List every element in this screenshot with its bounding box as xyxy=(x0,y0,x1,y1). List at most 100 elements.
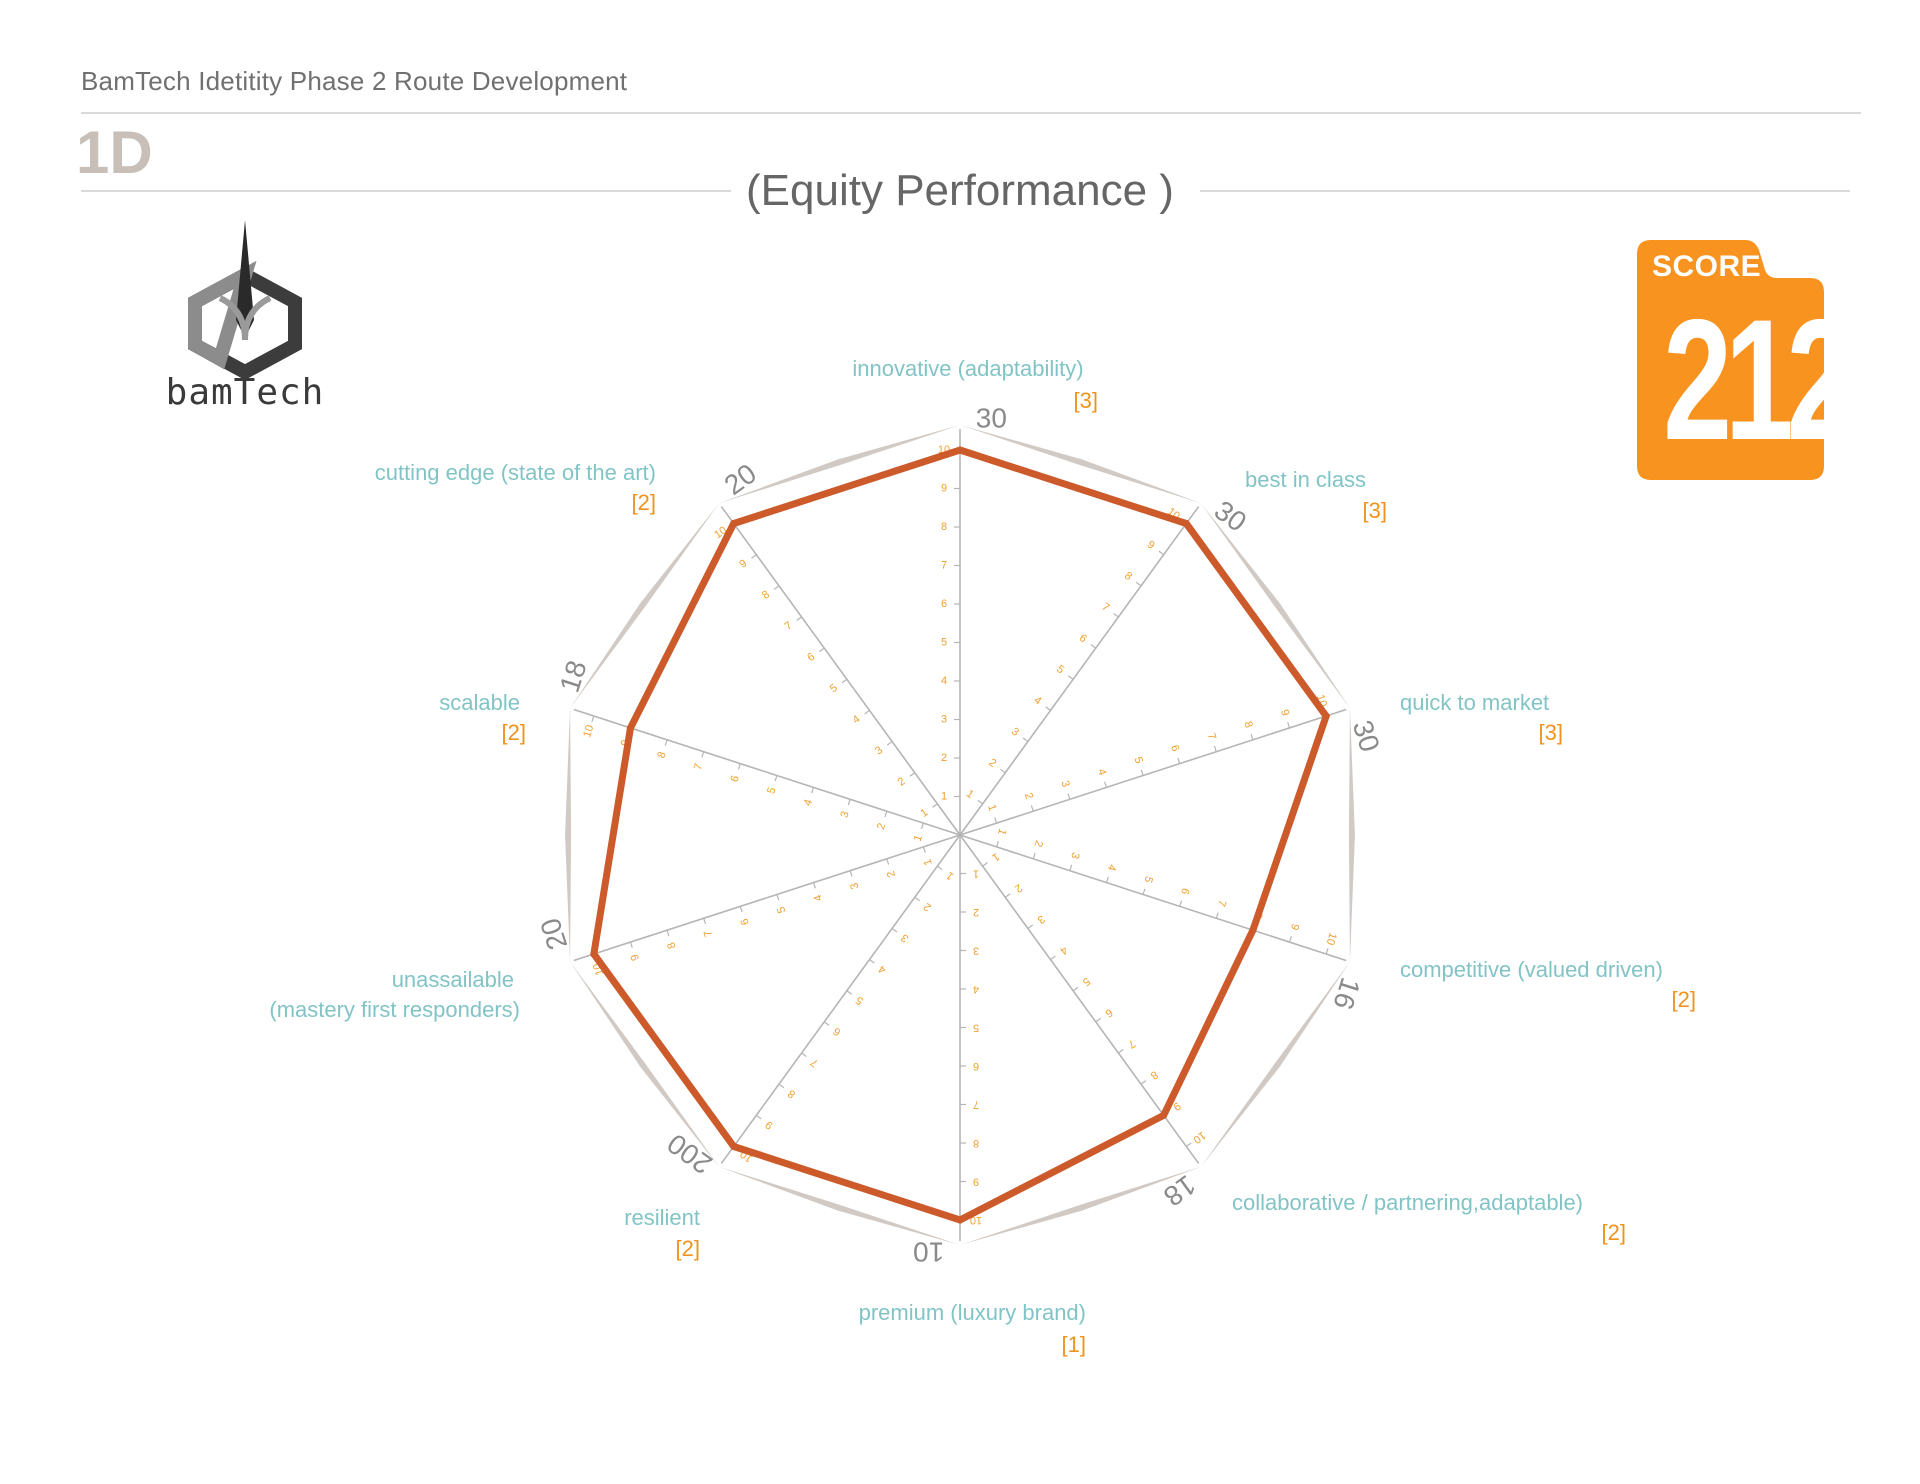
radar-tick-label: 6 xyxy=(1103,1006,1115,1019)
radar-tick xyxy=(1325,948,1329,955)
radar-axis-total: 16 xyxy=(1327,974,1366,1013)
radar-tick xyxy=(886,858,890,865)
radar-axis-total: 18 xyxy=(1158,1169,1201,1212)
radar-tick xyxy=(796,616,802,621)
radar-tick-label: 7 xyxy=(1100,601,1112,614)
radar-tick xyxy=(1158,550,1165,556)
radar-tick-label: 8 xyxy=(1148,1068,1160,1081)
radar-data-point xyxy=(1249,926,1257,934)
radar-tick xyxy=(1067,675,1074,680)
radar-spoke xyxy=(959,834,1200,1164)
radar-data-point xyxy=(1322,712,1330,720)
radar-tick-label: 8 xyxy=(973,1137,979,1149)
radar-axis-total: 20 xyxy=(534,914,573,953)
radar-tick-label: 7 xyxy=(1125,1037,1137,1050)
radar-axis-total: 30 xyxy=(976,403,1007,434)
radar-tick-label: 9 xyxy=(973,1176,979,1188)
radar-axis-weight: [2] xyxy=(1602,1220,1626,1245)
radar-tick-label: 5 xyxy=(1080,975,1092,988)
radar-tick xyxy=(773,585,780,590)
radar-tick xyxy=(664,739,668,746)
radar-frame-segment xyxy=(960,1166,1201,1245)
radar-data-point xyxy=(956,1216,964,1224)
radar-spoke xyxy=(959,708,1347,836)
radar-axis-label: resilient xyxy=(624,1205,700,1230)
radar-axis-weight: [3] xyxy=(1363,498,1387,523)
radar-axis-label: cutting edge (state of the art) xyxy=(375,460,656,485)
radar-tick-label: 6 xyxy=(1168,744,1181,754)
radar-axis-label: competitive (valued driven) xyxy=(1400,957,1663,982)
radar-tick xyxy=(920,822,924,829)
radar-frame-segment xyxy=(570,961,720,1167)
radar-tick xyxy=(909,772,916,777)
radar-tick-label: 4 xyxy=(802,798,815,808)
radar-tick-label: 4 xyxy=(812,893,825,903)
radar-tick xyxy=(755,1114,762,1120)
radar-axis-total: 200 xyxy=(662,1128,718,1181)
radar-tick xyxy=(841,678,848,684)
radar-frame-segment xyxy=(719,1166,960,1245)
radar-spoke xyxy=(720,834,961,1164)
radar-tick-label: 4 xyxy=(1032,694,1044,707)
radar-data-point xyxy=(1182,520,1190,528)
radar-tick xyxy=(1022,737,1029,743)
radar-tick xyxy=(1118,1049,1124,1054)
radar-tick xyxy=(1104,781,1108,788)
radar-tick xyxy=(666,929,670,937)
radar-tick xyxy=(1113,612,1119,618)
radar-tick xyxy=(922,846,926,853)
page-code: 1D xyxy=(76,119,153,186)
radar-tick-label: 9 xyxy=(1288,922,1301,932)
radar-tick xyxy=(1027,924,1034,929)
radar-axis-total: 10 xyxy=(913,1236,944,1267)
radar-spoke xyxy=(720,506,961,836)
subtitle-rule-left xyxy=(81,190,731,192)
radar-tick-label: 1 xyxy=(918,807,930,820)
radar-spoke xyxy=(573,834,961,962)
radar-tick-label: 1 xyxy=(964,788,976,801)
radar-data-point xyxy=(1160,1111,1168,1119)
score-badge xyxy=(1637,240,1824,480)
radar-tick-label: 1 xyxy=(941,790,947,802)
radar-axis-weight: [2] xyxy=(676,1236,700,1261)
radar-tick-label: 7 xyxy=(1205,732,1218,742)
radar-tick-label: 4 xyxy=(973,983,979,995)
radar-tick xyxy=(1030,805,1034,812)
radar-tick-label: 1 xyxy=(995,827,1008,837)
score-label: SCORE xyxy=(1652,250,1762,283)
radar-tick xyxy=(937,865,943,871)
radar-tick xyxy=(884,811,888,818)
radar-frame-segment xyxy=(565,708,572,962)
radar-tick-label: 3 xyxy=(838,810,851,820)
radar-tick-label: 7 xyxy=(702,929,715,939)
radar-tick xyxy=(1185,1142,1192,1147)
radar-tick-label: 1 xyxy=(985,803,998,813)
radar-axis-weight: [3] xyxy=(1074,388,1098,413)
radar-tick-label: 3 xyxy=(973,945,979,957)
radar-tick-label: 1 xyxy=(973,868,979,880)
radar-axis-label: collaborative / partnering,adaptable) xyxy=(1232,1190,1583,1215)
radar-tick xyxy=(591,715,595,722)
radar-tick xyxy=(886,741,893,746)
radar-axis-label-line2: (mastery first responders) xyxy=(269,997,520,1022)
radar-tick xyxy=(847,799,851,806)
radar-tick-label: 1 xyxy=(922,857,935,867)
radar-tick-label: 2 xyxy=(1022,791,1035,801)
radar-frame-segment xyxy=(570,503,720,709)
radar-tick-label: 5 xyxy=(828,682,840,695)
radar-axis-label: scalable xyxy=(439,690,520,715)
radar-data-point xyxy=(730,520,738,528)
radar-tick-label: 9 xyxy=(1278,708,1291,718)
radar-tick xyxy=(1288,936,1292,943)
radar-tick-label: 7 xyxy=(973,1099,979,1111)
radar-tick-label: 4 xyxy=(1095,767,1108,777)
radar-tick xyxy=(801,1052,807,1058)
radar-axis-weight: [2] xyxy=(502,720,526,745)
radar-tick xyxy=(1135,581,1142,587)
radar-tick xyxy=(1072,986,1079,992)
radar-tick xyxy=(869,959,875,964)
radar-tick-label: 7 xyxy=(941,559,947,571)
radar-tick-label: 2 xyxy=(875,822,888,832)
radar-tick xyxy=(1179,900,1183,907)
